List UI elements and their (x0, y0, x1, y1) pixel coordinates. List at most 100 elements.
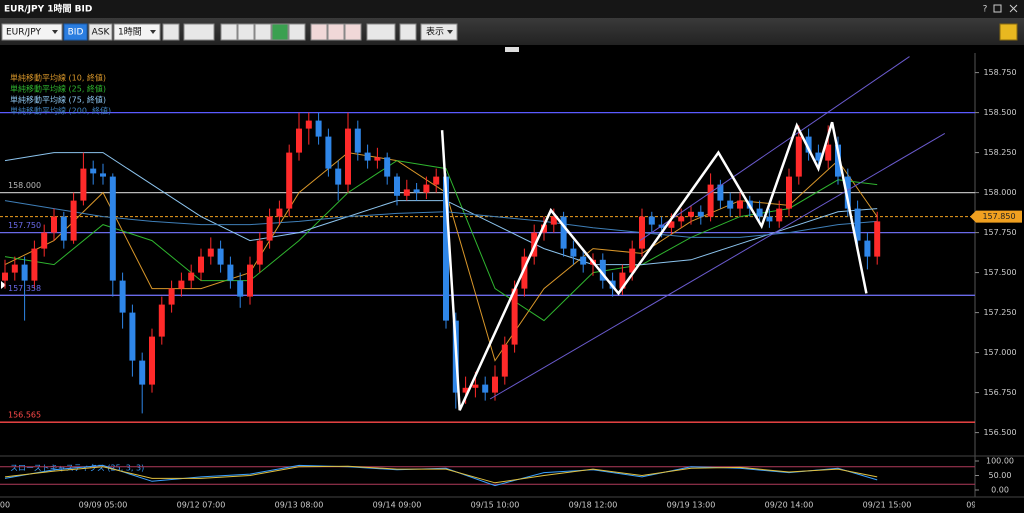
candle-body (786, 176, 792, 209)
dropdown-arrow (150, 30, 156, 34)
candle-body (217, 248, 224, 265)
candle-body (599, 259, 606, 281)
level-label: 156.565 (8, 411, 41, 420)
y-tick-label: 100.00 (986, 457, 1014, 466)
x-axis: 00 09/09 05:00 09/12 07:00 09/13 08:00 09/14… (0, 501, 984, 510)
legend-entry: 単純移動平均線 (10, 終値) (10, 73, 106, 83)
tool-button[interactable] (344, 23, 362, 41)
moving-average-line (4, 152, 878, 266)
x-tick-label: 09/2 (966, 501, 984, 510)
candle-body (149, 336, 155, 385)
y-tick-label: 50.00 (989, 471, 1012, 480)
tool-button[interactable] (310, 23, 328, 41)
tool-button[interactable] (288, 23, 306, 41)
y-tick-label: 158.000 (983, 188, 1016, 197)
candle-body (668, 221, 675, 228)
x-tick-label: 09/12 07:00 (177, 501, 226, 510)
candle-body (296, 128, 302, 153)
copy-button[interactable] (162, 23, 180, 41)
candle-body (51, 216, 57, 233)
candle-body (864, 240, 871, 257)
candle-body (198, 256, 204, 273)
window-title: EUR/JPY 1時間 BID (4, 3, 92, 15)
candle-body (315, 120, 322, 137)
chart-type-button[interactable] (183, 23, 215, 41)
level-label: 157.358 (8, 284, 41, 293)
level-label: 157.750 (8, 221, 41, 230)
bid-button[interactable] (63, 23, 88, 41)
candle-body (835, 144, 841, 177)
candle-body (737, 200, 743, 209)
maximize-button[interactable] (993, 4, 1002, 13)
candle-body (501, 344, 508, 377)
y-tick-label: 157.750 (983, 228, 1016, 237)
settings-button[interactable] (999, 23, 1018, 41)
candle-body (844, 176, 851, 209)
y-tick-label: 156.750 (983, 388, 1016, 397)
candle-body (70, 200, 77, 241)
candle-body (756, 208, 763, 217)
candle-body (776, 208, 783, 222)
candle-body (795, 136, 802, 177)
y-tick-label: 157.250 (983, 308, 1016, 317)
x-tick-label: 09/20 14:00 (765, 501, 814, 510)
symbol-select[interactable] (1, 23, 63, 41)
candle-body (482, 384, 489, 393)
tool-button[interactable] (327, 23, 345, 41)
candle-body (31, 248, 38, 281)
tool-button[interactable] (254, 23, 272, 41)
legend-entry: 単純移動平均線 (25, 終値) (10, 84, 106, 94)
zoom-in-button[interactable] (220, 23, 238, 41)
candle-body (403, 189, 410, 196)
trend-line (639, 56, 910, 242)
legend-entry: 単純移動平均線 (200, 終値) (10, 106, 111, 116)
candle-body (413, 189, 420, 193)
candle-body (854, 208, 861, 241)
zoom-out-button[interactable] (237, 23, 255, 41)
candle-body (90, 168, 97, 174)
window-button[interactable] (399, 23, 417, 41)
y-tick-label: 158.500 (983, 108, 1016, 117)
collapse-handle[interactable] (505, 47, 519, 52)
candle-body (325, 136, 332, 169)
candle-body (247, 264, 253, 297)
candle-body (443, 176, 449, 321)
candle-body (697, 211, 704, 217)
candle-body (80, 168, 87, 201)
draw-button[interactable] (366, 23, 396, 41)
candle-body (60, 216, 67, 241)
candle-body (158, 304, 165, 337)
x-tick-label: 09/21 15:00 (863, 501, 912, 510)
y-tick-label: 157.000 (983, 348, 1016, 357)
indicator-lines (4, 464, 878, 487)
close-button[interactable] (1009, 4, 1018, 13)
x-tick-label: 09/09 05:00 (79, 501, 128, 510)
view-text: 表示 (426, 26, 444, 38)
candle-body (727, 200, 734, 209)
tool-button[interactable] (271, 23, 289, 41)
candle-body (717, 184, 724, 201)
help-button[interactable]: ? (983, 5, 988, 15)
stochastic-line (4, 464, 878, 487)
dropdown-arrow (447, 30, 453, 34)
ask-button[interactable] (88, 23, 113, 41)
candle-body (541, 224, 547, 233)
candle-body (384, 157, 391, 177)
candle-body (433, 176, 440, 185)
period-select[interactable] (113, 23, 161, 41)
view-button[interactable] (420, 23, 458, 41)
dropdown-arrow (52, 30, 58, 34)
x-tick-label: 00 (0, 501, 10, 510)
legend-entry: 単純移動平均線 (75, 終値) (10, 95, 106, 105)
candle-body (237, 280, 244, 297)
candle-body (550, 216, 557, 225)
current-price-tag (970, 210, 1022, 223)
candle-body (492, 376, 498, 393)
candle-body (256, 240, 263, 265)
candle-body (511, 288, 518, 345)
y-tick-label: 157.500 (983, 268, 1016, 277)
candle-body (874, 221, 881, 257)
candle-body (560, 216, 567, 249)
candle-body (109, 176, 116, 281)
candle-body (286, 152, 293, 209)
